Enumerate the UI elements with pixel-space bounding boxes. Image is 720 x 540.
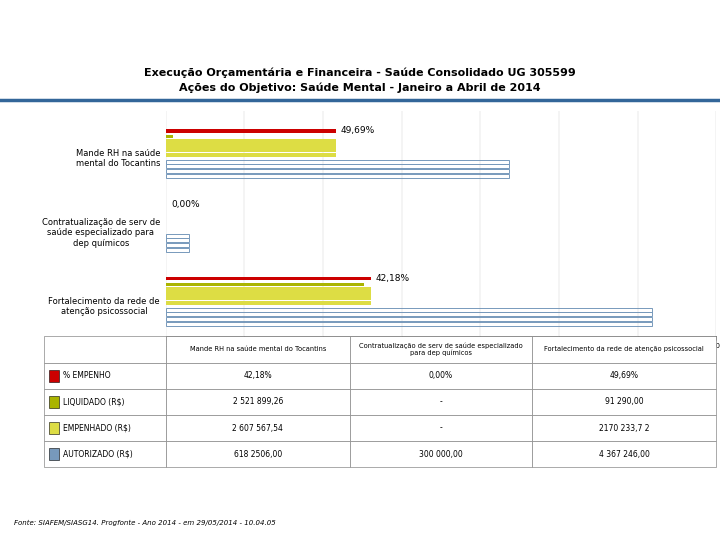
- Text: 300 000,00: 300 000,00: [419, 450, 463, 459]
- Bar: [166, 247, 189, 252]
- Bar: [49, 422, 59, 434]
- Text: Fonte: SIAFEM/SIASG14. Progfonte - Ano 2014 - em 29/05/2014 - 10.04.05: Fonte: SIAFEM/SIASG14. Progfonte - Ano 2…: [14, 521, 276, 526]
- Bar: [166, 277, 371, 280]
- Text: 42,18%: 42,18%: [243, 371, 272, 380]
- Bar: [49, 448, 59, 460]
- Bar: [532, 415, 716, 441]
- Text: -: -: [440, 423, 442, 433]
- Bar: [532, 389, 716, 415]
- Text: 0,00%: 0,00%: [429, 371, 453, 380]
- Bar: [45, 362, 166, 389]
- Bar: [166, 296, 371, 300]
- Bar: [166, 287, 371, 291]
- Bar: [166, 415, 350, 441]
- Text: EMPENHADO (R$): EMPENHADO (R$): [63, 423, 130, 433]
- Text: 42,18%: 42,18%: [375, 274, 410, 283]
- Text: 2170 233,7 2: 2170 233,7 2: [599, 423, 649, 433]
- Bar: [49, 396, 59, 408]
- Bar: [350, 415, 532, 441]
- Bar: [350, 389, 532, 415]
- Text: 91 290,00: 91 290,00: [605, 397, 644, 406]
- Bar: [350, 441, 532, 467]
- Bar: [166, 336, 350, 362]
- Bar: [166, 317, 652, 321]
- Bar: [45, 415, 166, 441]
- Text: 2 521 899,26: 2 521 899,26: [233, 397, 283, 406]
- Text: LIQUIDADO (R$): LIQUIDADO (R$): [63, 397, 124, 406]
- Bar: [166, 169, 509, 173]
- Text: -: -: [440, 397, 442, 406]
- Bar: [45, 441, 166, 467]
- Text: 2 607 567,54: 2 607 567,54: [233, 423, 283, 433]
- Bar: [166, 292, 371, 295]
- Bar: [166, 243, 189, 247]
- Bar: [166, 441, 350, 467]
- Text: 49,69%: 49,69%: [341, 126, 375, 135]
- Bar: [166, 312, 652, 316]
- Bar: [49, 370, 59, 382]
- Bar: [166, 389, 350, 415]
- Text: 0,00%: 0,00%: [171, 200, 199, 209]
- Bar: [166, 139, 336, 143]
- Text: Mande RH na saúde mental do Tocantins: Mande RH na saúde mental do Tocantins: [189, 347, 326, 353]
- Bar: [166, 233, 189, 238]
- Bar: [166, 321, 652, 326]
- Bar: [45, 336, 166, 362]
- Bar: [166, 135, 173, 138]
- Bar: [166, 307, 652, 312]
- Bar: [166, 283, 364, 286]
- Bar: [166, 153, 336, 157]
- Bar: [350, 336, 532, 362]
- Bar: [166, 301, 371, 305]
- Bar: [532, 336, 716, 362]
- Bar: [166, 159, 509, 164]
- Bar: [350, 362, 532, 389]
- Bar: [166, 148, 336, 152]
- Text: Ações do Objetivo: Saúde Mental - Janeiro a Abril de 2014: Ações do Objetivo: Saúde Mental - Janeir…: [179, 82, 541, 93]
- Bar: [166, 129, 336, 132]
- Bar: [166, 164, 509, 168]
- Text: AUTORIZADO (R$): AUTORIZADO (R$): [63, 450, 132, 459]
- Text: 4 367 246,00: 4 367 246,00: [599, 450, 649, 459]
- Text: 49,69%: 49,69%: [610, 371, 639, 380]
- Text: % EMPENHO: % EMPENHO: [63, 371, 110, 380]
- Bar: [166, 144, 336, 147]
- Text: Execução Orçamentária e Financeira - Saúde Consolidado UG 305599: Execução Orçamentária e Financeira - Saú…: [144, 68, 576, 78]
- Text: Contratualização de serv de saúde especializado
para dep químicos: Contratualização de serv de saúde especi…: [359, 342, 523, 356]
- Text: Fortalecimento da rede de atenção psicossocial: Fortalecimento da rede de atenção psicos…: [544, 347, 704, 353]
- Bar: [532, 441, 716, 467]
- Bar: [166, 238, 189, 242]
- Bar: [166, 173, 509, 178]
- Bar: [166, 362, 350, 389]
- Bar: [532, 362, 716, 389]
- Text: 618 2506,00: 618 2506,00: [234, 450, 282, 459]
- Bar: [45, 389, 166, 415]
